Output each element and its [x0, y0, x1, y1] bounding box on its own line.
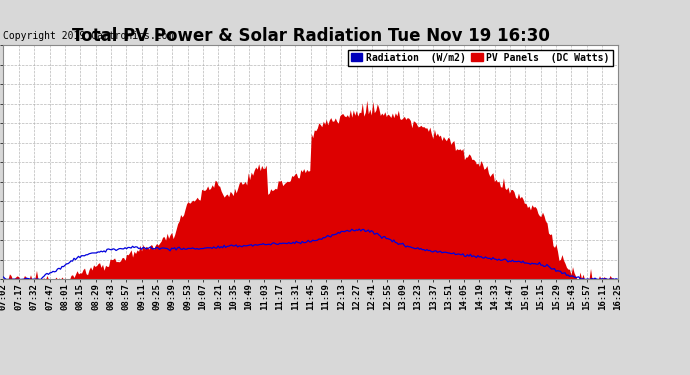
Title: Total PV Power & Solar Radiation Tue Nov 19 16:30: Total PV Power & Solar Radiation Tue Nov…: [72, 27, 549, 45]
Text: Copyright 2019 Cartronics.com: Copyright 2019 Cartronics.com: [3, 32, 174, 41]
Legend: Radiation  (W/m2), PV Panels  (DC Watts): Radiation (W/m2), PV Panels (DC Watts): [348, 50, 613, 66]
